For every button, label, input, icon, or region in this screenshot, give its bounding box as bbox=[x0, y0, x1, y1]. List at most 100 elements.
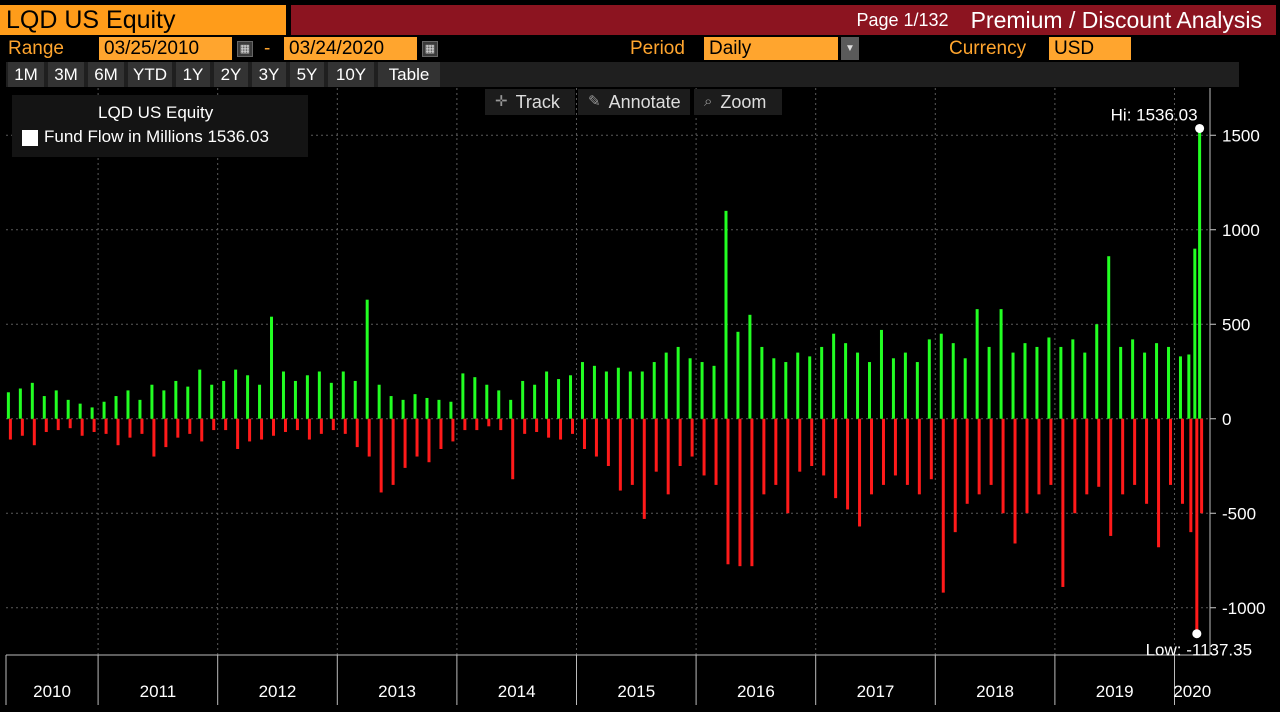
inflow-bar bbox=[676, 346, 680, 419]
period-button-1m[interactable]: 1M bbox=[8, 62, 44, 87]
x-tick-label: 2016 bbox=[737, 682, 775, 701]
outflow-bar bbox=[260, 418, 264, 440]
outflow-bar bbox=[295, 418, 299, 431]
outflow-bar bbox=[439, 418, 443, 449]
outflow-bar bbox=[475, 418, 479, 431]
outflow-bar bbox=[846, 418, 850, 510]
currency-input[interactable]: USD bbox=[1049, 37, 1131, 60]
inflow-bar bbox=[628, 371, 632, 419]
end-date-input[interactable]: 03/24/2020 bbox=[284, 37, 417, 60]
page-indicator[interactable]: Page 1/132 bbox=[856, 9, 949, 30]
outflow-bar bbox=[618, 418, 622, 491]
outflow-bar bbox=[343, 418, 347, 434]
inflow-bar bbox=[449, 401, 453, 419]
y-tick-label: 500 bbox=[1222, 315, 1250, 334]
zoom-button[interactable]: ⌕ Zoom bbox=[694, 89, 782, 115]
chevron-down-icon[interactable]: ▼ bbox=[841, 37, 859, 60]
x-tick-label: 2020 bbox=[1173, 682, 1211, 701]
inflow-bar bbox=[987, 346, 991, 419]
outflow-bar bbox=[116, 418, 120, 446]
start-date-input[interactable]: 03/25/2010 bbox=[99, 37, 232, 60]
legend-swatch bbox=[22, 130, 38, 146]
period-button-1y[interactable]: 1Y bbox=[176, 62, 210, 87]
ticker-field[interactable]: LQD US Equity bbox=[0, 5, 286, 35]
inflow-bar bbox=[891, 358, 895, 419]
outflow-bar bbox=[1013, 418, 1017, 544]
inflow-bar bbox=[772, 358, 776, 419]
period-label: Period bbox=[630, 38, 685, 59]
calendar-icon[interactable]: ▦ bbox=[422, 41, 438, 57]
outflow-bar bbox=[20, 418, 24, 436]
inflow-bar bbox=[1167, 346, 1171, 419]
outflow-bar bbox=[977, 418, 981, 495]
inflow-bar bbox=[485, 384, 489, 419]
inflow-bar bbox=[712, 365, 716, 419]
x-tick-label: 2018 bbox=[976, 682, 1014, 701]
title-bar: Page 1/132 Premium / Discount Analysis bbox=[291, 5, 1276, 35]
inflow-bar bbox=[138, 399, 142, 419]
inflow-bar bbox=[592, 365, 596, 419]
outflow-bar bbox=[427, 418, 431, 463]
track-button[interactable]: ✛ Track bbox=[485, 89, 575, 115]
period-button-3y[interactable]: 3Y bbox=[252, 62, 286, 87]
inflow-bar bbox=[1198, 128, 1202, 419]
period-button-ytd[interactable]: YTD bbox=[128, 62, 172, 87]
period-button-3m[interactable]: 3M bbox=[48, 62, 84, 87]
outflow-bar bbox=[606, 418, 610, 466]
inflow-bar bbox=[915, 362, 919, 419]
outflow-bar bbox=[1200, 418, 1204, 514]
inflow-bar bbox=[461, 373, 465, 419]
inflow-bar bbox=[856, 352, 860, 419]
outflow-bar bbox=[547, 418, 551, 438]
inflow-bar bbox=[844, 343, 848, 419]
outflow-bar bbox=[630, 418, 634, 485]
period-select[interactable]: Daily bbox=[704, 37, 838, 60]
inflow-bar bbox=[30, 382, 34, 419]
inflow-bar bbox=[1095, 324, 1099, 419]
inflow-bar bbox=[820, 346, 824, 419]
outflow-bar bbox=[798, 418, 802, 472]
outflow-bar bbox=[726, 418, 730, 565]
outflow-bar bbox=[989, 418, 993, 485]
inflow-bar bbox=[760, 346, 764, 419]
period-button-strip: 1M 3M 6M YTD 1Y 2Y 3Y 5Y 10Y Table bbox=[6, 62, 1239, 87]
period-button-6m[interactable]: 6M bbox=[88, 62, 124, 87]
legend-series: Fund Flow in Millions 1536.03 bbox=[44, 127, 269, 146]
outflow-bar bbox=[559, 418, 563, 440]
outflow-bar bbox=[738, 418, 742, 567]
outflow-bar bbox=[1037, 418, 1041, 495]
outflow-bar bbox=[487, 418, 491, 427]
inflow-bar bbox=[1187, 354, 1191, 419]
calendar-icon[interactable]: ▦ bbox=[237, 41, 253, 57]
outflow-bar bbox=[666, 418, 670, 495]
outflow-bar bbox=[212, 418, 216, 431]
inflow-bar bbox=[903, 352, 907, 419]
inflow-bar bbox=[868, 362, 872, 419]
outflow-bar bbox=[690, 418, 694, 457]
period-button-table[interactable]: Table bbox=[378, 62, 440, 87]
outflow-bar bbox=[1145, 418, 1149, 504]
outflow-bar bbox=[463, 418, 467, 431]
inflow-bar bbox=[1155, 343, 1159, 419]
annotate-button[interactable]: ✎ Annotate bbox=[578, 89, 690, 115]
inflow-bar bbox=[114, 396, 118, 419]
outflow-bar bbox=[451, 418, 455, 442]
period-button-10y[interactable]: 10Y bbox=[328, 62, 374, 87]
inflow-bar bbox=[545, 371, 549, 419]
outflow-bar bbox=[1189, 418, 1193, 533]
inflow-bar bbox=[210, 384, 214, 419]
outflow-bar bbox=[1121, 418, 1125, 495]
outflow-bar bbox=[224, 418, 228, 431]
inflow-bar bbox=[557, 379, 561, 419]
outflow-bar bbox=[355, 418, 359, 448]
outflow-bar bbox=[858, 418, 862, 527]
inflow-bar bbox=[664, 352, 668, 419]
outflow-bar bbox=[654, 418, 658, 472]
inflow-bar bbox=[18, 388, 22, 419]
period-button-2y[interactable]: 2Y bbox=[214, 62, 248, 87]
inflow-bar bbox=[652, 362, 656, 419]
x-tick-label: 2014 bbox=[498, 682, 536, 701]
period-button-5y[interactable]: 5Y bbox=[290, 62, 324, 87]
outflow-bar bbox=[870, 418, 874, 495]
